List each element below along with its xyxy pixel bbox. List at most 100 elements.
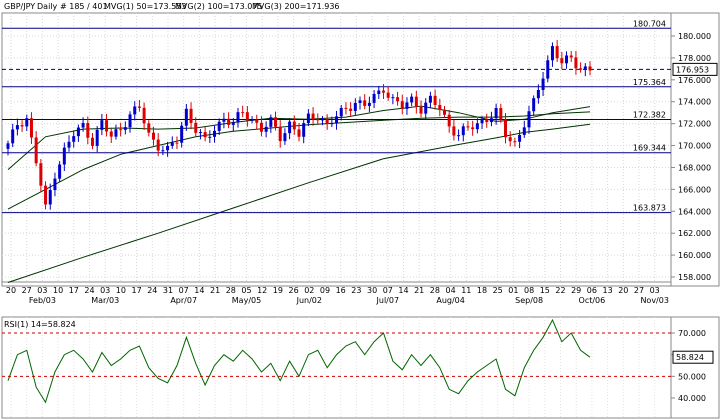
candle-body[interactable] (274, 117, 278, 127)
candle-body[interactable] (222, 118, 226, 122)
candle-body[interactable] (58, 164, 62, 179)
candle-body[interactable] (180, 125, 184, 143)
candle-body[interactable] (48, 190, 52, 205)
candle-body[interactable] (302, 123, 306, 137)
candle-body[interactable] (100, 120, 104, 130)
candle-body[interactable] (381, 90, 385, 93)
candle-body[interactable] (278, 126, 282, 142)
candle-body[interactable] (588, 66, 592, 71)
candle-body[interactable] (499, 108, 503, 120)
candle-body[interactable] (133, 106, 137, 115)
candle-body[interactable] (316, 119, 320, 121)
candle-body[interactable] (250, 119, 254, 121)
candle-body[interactable] (259, 122, 263, 132)
candle-body[interactable] (67, 141, 71, 148)
price-panel[interactable] (1, 12, 720, 287)
candle-body[interactable] (518, 134, 522, 142)
candle-body[interactable] (555, 46, 559, 59)
candle-body[interactable] (15, 125, 19, 130)
candle-body[interactable] (137, 106, 141, 108)
candle-body[interactable] (475, 123, 479, 130)
candle-body[interactable] (170, 142, 174, 146)
candle-body[interactable] (386, 92, 390, 98)
candle-body[interactable] (264, 126, 268, 132)
candle-body[interactable] (39, 163, 43, 186)
candle-body[interactable] (353, 102, 357, 111)
candle-body[interactable] (213, 130, 217, 137)
candle-body[interactable] (123, 127, 127, 130)
candle-body[interactable] (166, 145, 170, 151)
candle-body[interactable] (20, 125, 24, 127)
candle-body[interactable] (198, 132, 202, 134)
candle-body[interactable] (363, 100, 367, 106)
candle-body[interactable] (184, 108, 188, 126)
candle-body[interactable] (452, 126, 456, 136)
candle-body[interactable] (217, 121, 221, 131)
candle-body[interactable] (208, 136, 212, 138)
candle-body[interactable] (396, 97, 400, 102)
candle-body[interactable] (579, 68, 583, 70)
candle-body[interactable] (424, 102, 428, 114)
candle-body[interactable] (283, 133, 287, 142)
candle-body[interactable] (6, 143, 10, 149)
candle-body[interactable] (320, 119, 324, 121)
candle-body[interactable] (147, 123, 151, 133)
candle-body[interactable] (550, 46, 554, 61)
candle-body[interactable] (494, 108, 498, 119)
candle-body[interactable] (95, 129, 99, 146)
candle-body[interactable] (105, 120, 109, 132)
candle-body[interactable] (34, 137, 38, 164)
candle-body[interactable] (114, 129, 118, 137)
candle-body[interactable] (189, 108, 193, 123)
candle-body[interactable] (569, 55, 573, 58)
candle-body[interactable] (428, 95, 432, 103)
candle-body[interactable] (419, 106, 423, 114)
candle-body[interactable] (62, 147, 66, 165)
candle-body[interactable] (504, 119, 508, 138)
rsi-panel[interactable] (1, 316, 720, 419)
candle-body[interactable] (72, 136, 76, 142)
candle-body[interactable] (236, 112, 240, 123)
candle-body[interactable] (447, 114, 451, 127)
candle-body[interactable] (410, 96, 414, 103)
candle-body[interactable] (269, 117, 273, 127)
candle-body[interactable] (203, 132, 207, 138)
candle-body[interactable] (466, 126, 470, 128)
candle-body[interactable] (438, 104, 442, 110)
candle-body[interactable] (330, 123, 334, 125)
candle-body[interactable] (349, 108, 353, 111)
candle-body[interactable] (81, 123, 85, 128)
candle-body[interactable] (245, 112, 249, 121)
candle-body[interactable] (527, 111, 531, 128)
candle-body[interactable] (513, 141, 517, 143)
candle-body[interactable] (161, 150, 165, 152)
candle-body[interactable] (471, 127, 475, 130)
candle-body[interactable] (44, 185, 48, 205)
candle-body[interactable] (377, 90, 381, 94)
candle-body[interactable] (433, 95, 437, 105)
candle-body[interactable] (400, 101, 404, 109)
candle-body[interactable] (344, 107, 348, 109)
candle-body[interactable] (536, 89, 540, 99)
candle-body[interactable] (325, 119, 329, 124)
candle-body[interactable] (53, 178, 57, 191)
candle-body[interactable] (152, 132, 155, 140)
candle-body[interactable] (231, 122, 235, 125)
candle-body[interactable] (583, 66, 587, 70)
candle-body[interactable] (565, 55, 569, 64)
candle-body[interactable] (541, 78, 545, 90)
candle-body[interactable] (255, 119, 259, 123)
candle-body[interactable] (76, 127, 80, 137)
candle-body[interactable] (546, 60, 550, 79)
candle-body[interactable] (128, 114, 132, 128)
candle-body[interactable] (297, 129, 301, 137)
candle-body[interactable] (11, 129, 15, 144)
candle-body[interactable] (532, 98, 536, 112)
candle-body[interactable] (25, 118, 29, 127)
candle-body[interactable] (175, 142, 179, 144)
candle-body[interactable] (480, 119, 484, 124)
candle-body[interactable] (367, 102, 371, 106)
candle-body[interactable] (109, 131, 113, 137)
candle-body[interactable] (358, 100, 362, 103)
candle-body[interactable] (391, 97, 395, 99)
